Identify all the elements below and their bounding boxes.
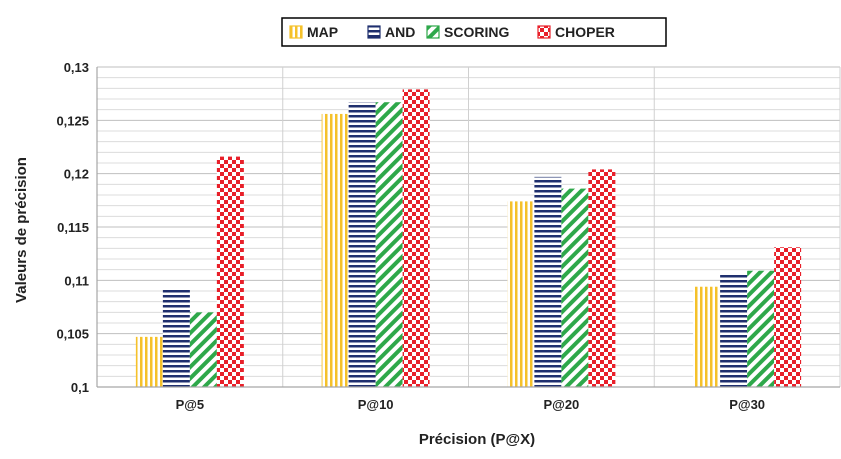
bar-map-p-at-20 xyxy=(507,201,535,387)
x-tick-label: P@20 xyxy=(543,397,579,412)
bar-map-p-at-10 xyxy=(321,113,349,387)
y-tick-label: 0,105 xyxy=(56,327,89,342)
bar-and-p-at-5 xyxy=(162,287,190,387)
legend-swatch xyxy=(537,25,551,39)
legend-swatch xyxy=(426,25,440,39)
y-tick-label: 0,115 xyxy=(57,220,89,235)
legend-item-and: AND xyxy=(367,24,415,40)
legend: MAP AND SCORING CHOPER xyxy=(281,17,667,47)
y-tick-label: 0,12 xyxy=(64,167,89,182)
legend-label: MAP xyxy=(307,24,338,40)
y-tick-label: 0,1 xyxy=(71,380,89,395)
y-tick-label: 0,125 xyxy=(56,113,89,128)
bar-scoring-p-at-10 xyxy=(375,102,403,387)
axes: P@5 P@10 P@20 P@30 0,1 0,105 0,11 0,115 0,12 0,12… xyxy=(56,60,840,412)
legend-label: CHOPER xyxy=(555,24,615,40)
bar-and-p-at-20 xyxy=(534,176,562,387)
y-tick-label: 0,13 xyxy=(64,60,89,75)
legend-swatch xyxy=(289,25,303,39)
bar-scoring-p-at-5 xyxy=(189,312,217,387)
legend-swatch xyxy=(367,25,381,39)
bar-and-p-at-10 xyxy=(348,102,376,387)
legend-item-choper: CHOPER xyxy=(537,24,615,40)
x-tick-label: P@10 xyxy=(358,397,394,412)
bars xyxy=(135,89,802,388)
y-axis-title: Valeurs de précision xyxy=(13,157,30,303)
bar-choper-p-at-5 xyxy=(216,156,244,387)
bar-choper-p-at-10 xyxy=(402,89,430,388)
bar-map-p-at-30 xyxy=(693,286,721,387)
legend-item-map: MAP xyxy=(289,24,338,40)
bar-scoring-p-at-20 xyxy=(561,188,589,387)
bar-map-p-at-5 xyxy=(135,336,163,387)
legend-box xyxy=(281,17,667,47)
bar-choper-p-at-20 xyxy=(588,169,616,387)
bar-choper-p-at-30 xyxy=(774,247,802,387)
x-axis-title: Précision (P@X) xyxy=(419,431,535,448)
x-tick-label: P@5 xyxy=(176,397,205,412)
legend-label: AND xyxy=(385,24,415,40)
legend-item-scoring: SCORING xyxy=(426,24,509,40)
y-tick-label: 0,11 xyxy=(64,273,89,288)
bar-scoring-p-at-30 xyxy=(747,270,775,387)
bar-and-p-at-30 xyxy=(720,275,748,387)
x-tick-label: P@30 xyxy=(729,397,765,412)
legend-label: SCORING xyxy=(444,24,509,40)
